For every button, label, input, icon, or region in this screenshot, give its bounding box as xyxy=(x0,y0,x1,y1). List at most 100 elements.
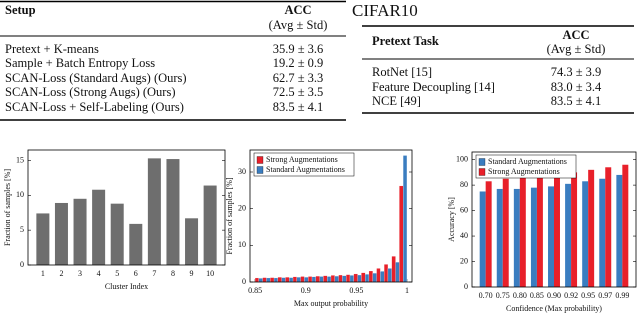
y-tick-label: 0 xyxy=(464,282,468,291)
bar xyxy=(289,277,294,283)
legend-swatch xyxy=(256,156,264,164)
y-axis-label: Fraction of samples [%] xyxy=(3,169,12,246)
bar xyxy=(315,276,320,283)
bar xyxy=(565,183,572,287)
bar xyxy=(622,164,629,287)
bar xyxy=(166,159,180,265)
header: (Avg ± Std) xyxy=(547,42,606,56)
legend-swatch xyxy=(478,168,486,176)
y-tick-label: 60 xyxy=(460,205,468,214)
y-axis-label: Fraction of samples [%] xyxy=(225,177,234,254)
bar xyxy=(588,169,595,287)
header: Setup xyxy=(5,3,36,17)
bar xyxy=(258,278,263,283)
bar xyxy=(554,174,560,287)
x-tick-label: 1 xyxy=(41,269,45,278)
bar xyxy=(372,273,377,283)
x-tick-label: 6 xyxy=(134,269,138,278)
cell: SCAN-Loss + Self-Labeling (Ours) xyxy=(5,100,184,114)
x-tick-label: 1 xyxy=(405,286,409,295)
cell: Sample + Batch Entropy Loss xyxy=(5,56,155,70)
bar xyxy=(399,185,404,283)
bar xyxy=(582,181,589,287)
table-2: CIFAR10 Pretext Task ACC (Avg ± Std) Rot… xyxy=(352,1,634,114)
bar xyxy=(599,178,606,287)
bar xyxy=(54,202,68,265)
bar xyxy=(548,186,554,287)
cell: 74.3 ± 3.9 xyxy=(551,65,602,79)
bar xyxy=(281,277,286,283)
x-tick-label: 10 xyxy=(206,269,214,278)
bar xyxy=(185,218,199,265)
x-tick-label: 0.85 xyxy=(248,286,262,295)
cell: RotNet [15] xyxy=(372,65,432,79)
bar xyxy=(349,275,354,283)
y-tick-label: 20 xyxy=(460,256,468,265)
x-tick-label: 0.70 xyxy=(479,291,493,300)
table-1: Setup ACC (Avg ± Std) Pretext + K-means … xyxy=(0,0,346,121)
cell: 83.0 ± 3.4 xyxy=(551,80,602,94)
x-tick-label: 0.99 xyxy=(615,291,629,300)
legend-box xyxy=(253,152,355,177)
bar xyxy=(616,174,623,287)
bar xyxy=(357,274,362,283)
cell: 35.9 ± 3.6 xyxy=(273,42,324,56)
x-tick-label: 0.90 xyxy=(547,291,561,300)
bar xyxy=(323,275,328,283)
cell: SCAN-Loss (Strong Augs) (Ours) xyxy=(5,85,176,99)
cell: SCAN-Loss (Standard Augs) (Ours) xyxy=(5,71,187,85)
bar xyxy=(384,264,389,283)
bar xyxy=(368,270,373,283)
bar xyxy=(513,188,520,287)
x-axis-label: Confidence (Max probability) xyxy=(506,304,602,313)
x-axis-label: Cluster Index xyxy=(105,282,148,291)
y-tick-label: 20 xyxy=(238,203,246,212)
bar xyxy=(376,268,381,283)
y-tick-label: 10 xyxy=(238,240,246,249)
plot-frame xyxy=(249,149,413,283)
legend-swatch xyxy=(256,166,264,174)
legend-label: Standard Augmentations xyxy=(266,165,345,174)
bar xyxy=(330,275,335,283)
x-tick-label: 0.92 xyxy=(564,291,578,300)
bar xyxy=(296,277,301,283)
plot-frame xyxy=(27,149,226,266)
bar xyxy=(300,276,305,283)
x-tick-label: 9 xyxy=(190,269,194,278)
legend-label: Strong Augmentations xyxy=(266,155,338,164)
y-tick-label: 30 xyxy=(238,167,246,176)
bar xyxy=(338,274,343,283)
bar xyxy=(361,272,366,283)
y-tick-label: 100 xyxy=(456,154,468,163)
x-tick-label: 0.97 xyxy=(598,291,612,300)
legend-label: Strong Augmentations xyxy=(488,167,560,176)
y-axis-label: Accuracy [%] xyxy=(447,197,456,242)
bar xyxy=(308,276,313,283)
cell: NCE [49] xyxy=(372,94,421,108)
bar xyxy=(147,158,161,265)
y-tick-label: 40 xyxy=(460,231,468,240)
x-tick-label: 5 xyxy=(115,269,119,278)
bar xyxy=(292,276,297,283)
x-tick-label: 2 xyxy=(59,269,63,278)
bar xyxy=(395,262,400,283)
bar xyxy=(479,191,486,287)
bar xyxy=(536,176,543,287)
x-tick-label: 3 xyxy=(78,269,82,278)
bar xyxy=(387,268,392,283)
bar xyxy=(129,223,143,265)
y-tick-label: 15 xyxy=(16,155,24,164)
cell: 62.7 ± 3.3 xyxy=(273,71,324,85)
x-tick-label: 0.95 xyxy=(581,291,595,300)
legend-box xyxy=(475,154,577,179)
bar xyxy=(353,273,358,283)
bar xyxy=(262,277,267,283)
x-tick-label: 4 xyxy=(97,269,101,278)
header: ACC xyxy=(284,3,311,17)
bar xyxy=(110,203,124,265)
bar xyxy=(92,189,106,265)
bar xyxy=(530,187,537,287)
x-tick-label: 0.9 xyxy=(301,286,311,295)
header: (Avg ± Std) xyxy=(269,18,328,32)
